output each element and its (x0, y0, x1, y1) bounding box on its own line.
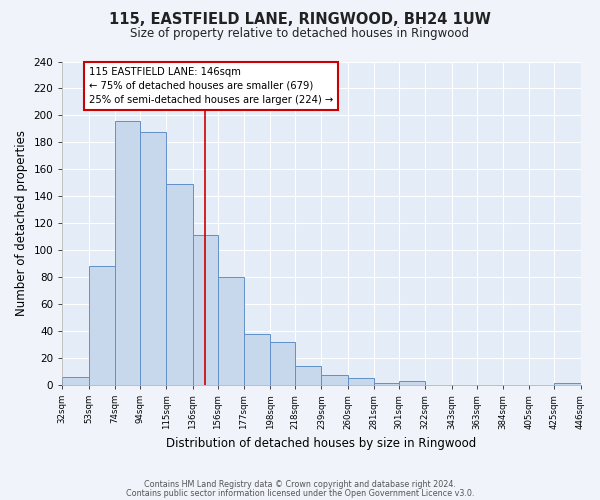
Bar (270, 342, 295, 385)
Text: 115, EASTFIELD LANE, RINGWOOD, BH24 1UW: 115, EASTFIELD LANE, RINGWOOD, BH24 1UW (109, 12, 491, 28)
Bar (322, 376, 348, 385)
Bar (62, 376, 89, 385)
Bar (166, 184, 193, 385)
Bar (140, 132, 166, 385)
Bar (295, 366, 322, 385)
Bar (374, 384, 399, 385)
Bar (193, 236, 218, 385)
Bar (218, 277, 244, 385)
X-axis label: Distribution of detached houses by size in Ringwood: Distribution of detached houses by size … (166, 437, 476, 450)
Text: Size of property relative to detached houses in Ringwood: Size of property relative to detached ho… (131, 28, 470, 40)
Bar (554, 384, 581, 385)
Y-axis label: Number of detached properties: Number of detached properties (15, 130, 28, 316)
Text: 115 EASTFIELD LANE: 146sqm
← 75% of detached houses are smaller (679)
25% of sem: 115 EASTFIELD LANE: 146sqm ← 75% of deta… (89, 67, 333, 105)
Bar (244, 334, 270, 385)
Bar (115, 121, 140, 385)
Bar (348, 378, 374, 385)
Bar (399, 380, 425, 385)
Text: Contains HM Land Registry data © Crown copyright and database right 2024.: Contains HM Land Registry data © Crown c… (144, 480, 456, 489)
Bar (89, 266, 115, 385)
Text: Contains public sector information licensed under the Open Government Licence v3: Contains public sector information licen… (126, 489, 474, 498)
